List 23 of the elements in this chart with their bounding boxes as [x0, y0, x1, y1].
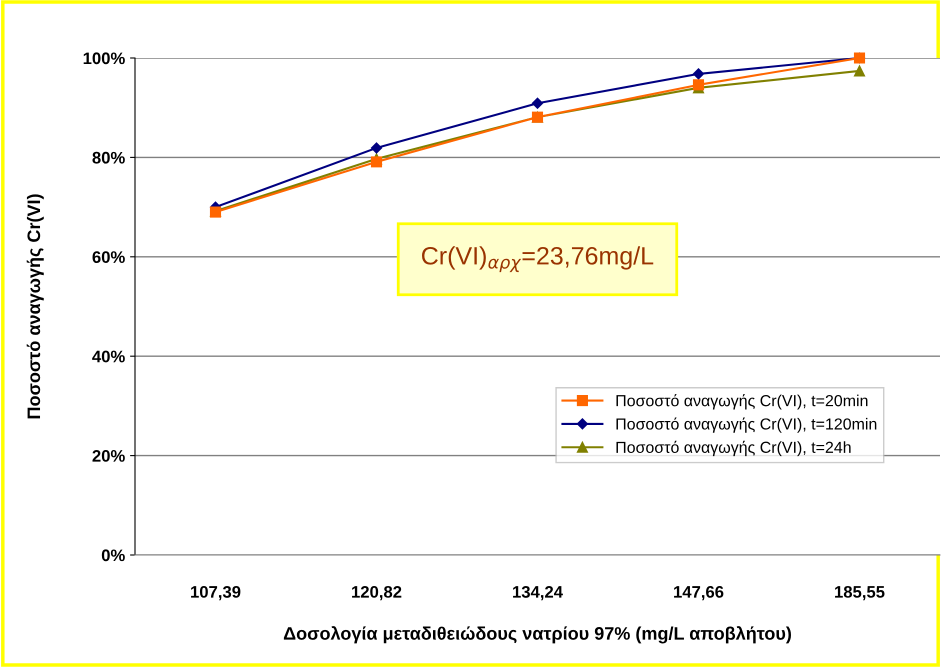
x-tick-label: 147,66 — [674, 586, 724, 600]
x-tick-label: 185,55 — [835, 586, 885, 600]
point — [692, 79, 704, 90]
y-tick-label: 0% — [102, 549, 125, 562]
y-tick-label: 80% — [92, 152, 125, 164]
x-tick-label: 134,24 — [513, 586, 563, 600]
x-tick-label: 120,82 — [352, 586, 402, 600]
y-tick-label: 60% — [92, 251, 125, 264]
x-tick-label: 107,39 — [191, 586, 240, 600]
y-axis-title: Ποσοστό αναγωγής Cr(VI) — [26, 194, 44, 418]
y-tick-label: 40% — [92, 350, 125, 362]
legend-label: Ποσοστό αναγωγής Cr(VI), t=24h — [616, 440, 851, 456]
x-axis-title: Δοσολογία μεταδιθειώδους νατρίου 97% (mg/L αποβλήτου) — [284, 626, 791, 644]
point — [370, 142, 382, 154]
y-tick-label: 100% — [84, 52, 125, 64]
y-tick-label: 20% — [92, 450, 125, 462]
legend-label: Ποσοστό αναγωγής Cr(VI), t=20min — [616, 394, 868, 410]
point — [692, 68, 704, 80]
point — [854, 65, 866, 76]
point — [370, 156, 382, 168]
annotation: Cr(VI)$_{αρχ}$=23,76mg/L — [422, 246, 654, 272]
point — [532, 98, 544, 109]
legend-label: Ποσοστό αναγωγής Cr(VI), t=120min — [616, 417, 876, 433]
